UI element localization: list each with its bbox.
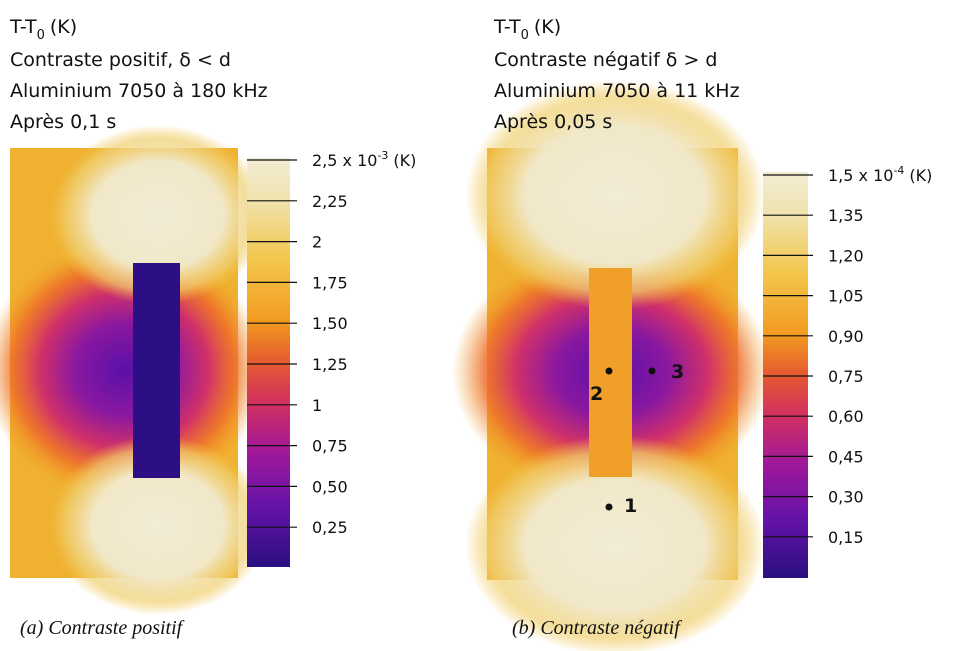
panel-a: T-T0 (K) Contraste positif, δ < d Aluminium…	[0, 16, 416, 639]
mantissa: 1,5 x 10	[828, 166, 893, 185]
colorbar-label: 0,15	[828, 528, 864, 547]
unit: (K)	[393, 151, 416, 170]
subscript: 0	[521, 28, 529, 43]
panel-b: T-T0 (K) Contraste négatif δ > d Aluminium …	[452, 16, 932, 651]
caption: (a) Contraste positif	[20, 617, 185, 639]
colorbar-label: 0,45	[828, 447, 864, 466]
subscript: 0	[37, 28, 45, 43]
colorbar	[763, 172, 808, 578]
header-line: Aluminium 7050 à 11 kHz	[494, 80, 740, 102]
colorbar-label: 0,30	[828, 488, 864, 507]
unit: (K)	[909, 166, 932, 185]
quantity: T-T	[9, 16, 37, 38]
colorbar-top-label: 1,5 x 10-4 (K)	[828, 164, 932, 185]
colorbar-label: 0,75	[828, 367, 864, 386]
colorbar-label: 1,25	[312, 355, 348, 374]
header-line: Aluminium 7050 à 180 kHz	[10, 80, 268, 102]
heatmap	[452, 80, 772, 651]
colorbar-label: 1	[312, 396, 322, 415]
colorbar-label: 1,20	[828, 246, 864, 265]
exponent: -3	[377, 149, 388, 162]
header-line: Après 0,1 s	[10, 111, 116, 133]
colorbar-label: 1,35	[828, 206, 864, 225]
header-line: Après 0,05 s	[494, 111, 612, 133]
caption: (b) Contraste négatif	[512, 617, 682, 639]
point-marker	[605, 367, 613, 375]
point-marker	[648, 367, 656, 375]
exponent: -4	[893, 164, 904, 177]
colorbar-label: 0,50	[312, 477, 348, 496]
colorbar	[247, 158, 290, 567]
colorbar-label: 1,75	[312, 273, 348, 292]
header: T-T0 (K)	[493, 16, 561, 43]
colorbar-label: 1,05	[828, 287, 864, 306]
heatmap	[0, 125, 268, 615]
header-line: Contraste positif, δ < d	[10, 49, 231, 71]
mantissa: 2,5 x 10	[312, 151, 377, 170]
point-label: 2	[590, 383, 603, 405]
colorbar-label: 1,50	[312, 314, 348, 333]
colorbar-label: 0,75	[312, 437, 348, 456]
unit: (K)	[50, 16, 77, 38]
colorbar-label: 2	[312, 233, 322, 252]
unit: (K)	[534, 16, 561, 38]
point-marker	[605, 503, 613, 511]
header-line: Contraste négatif δ > d	[494, 49, 718, 71]
colorbar-label: 2,25	[312, 192, 348, 211]
header: T-T0 (K)	[9, 16, 77, 43]
colorbar-top-label: 2,5 x 10-3 (K)	[312, 149, 416, 170]
colorbar-label: 0,90	[828, 327, 864, 346]
point-label: 1	[624, 495, 637, 517]
point-label: 3	[671, 361, 684, 383]
colorbar-label: 0,60	[828, 407, 864, 426]
quantity: T-T	[493, 16, 521, 38]
colorbar-label: 0,25	[312, 518, 348, 537]
